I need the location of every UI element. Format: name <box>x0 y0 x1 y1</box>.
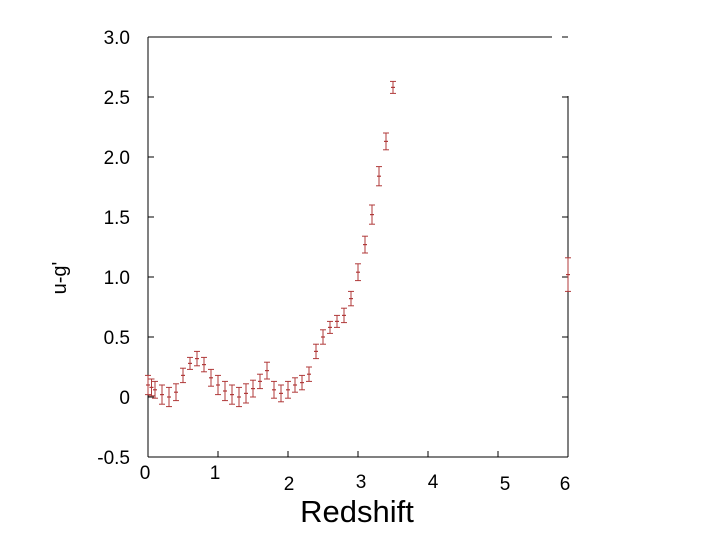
data-point <box>306 366 312 382</box>
data-point <box>327 320 333 334</box>
y-axis-label: u-g' <box>49 262 71 295</box>
y-tick-label: 1.0 <box>104 268 130 289</box>
x-tick-label: 3 <box>356 472 367 493</box>
x-tick-label: 5 <box>500 474 511 495</box>
x-axis-label: Redshift <box>300 494 414 529</box>
data-point <box>148 378 155 397</box>
y-tick-label: 2.0 <box>104 148 130 169</box>
data-point <box>243 383 249 404</box>
y-tick-label: 2.5 <box>104 88 130 109</box>
data-point <box>152 380 158 399</box>
data-point <box>264 361 270 380</box>
data-point <box>166 386 172 408</box>
data-point <box>208 368 214 387</box>
data-point <box>173 383 179 402</box>
data-point <box>201 356 207 373</box>
data-point <box>285 380 291 399</box>
y-tick-label: 3.0 <box>104 28 130 49</box>
y-tick-label: 0.5 <box>104 328 130 349</box>
data-point <box>145 374 151 396</box>
data-point <box>341 307 347 324</box>
data-point <box>320 329 326 345</box>
data-point <box>194 350 200 367</box>
data-point <box>376 166 382 187</box>
data-point <box>278 384 284 403</box>
y-tick-label: 0 <box>119 388 130 409</box>
data-points <box>145 80 571 408</box>
data-point <box>313 343 319 360</box>
x-tick-label: 6 <box>560 474 571 495</box>
data-point <box>271 380 277 399</box>
x-tick-label: 4 <box>428 472 439 493</box>
x-tick-label: 2 <box>284 474 295 495</box>
y-tick-label: 1.5 <box>104 208 130 229</box>
plot-frame <box>147 36 569 458</box>
data-point <box>236 386 242 408</box>
data-point <box>565 257 571 292</box>
x-tick-label: 1 <box>210 463 221 484</box>
data-point <box>257 373 263 390</box>
data-point <box>229 384 235 405</box>
x-tick-label: 0 <box>140 463 151 484</box>
data-point <box>292 377 298 393</box>
data-point <box>390 80 396 94</box>
data-point <box>383 132 389 151</box>
data-point <box>348 290 354 307</box>
data-point <box>222 380 228 402</box>
data-point <box>159 384 165 405</box>
data-point <box>215 374 221 396</box>
data-point <box>180 367 186 384</box>
data-point <box>362 235 368 254</box>
data-point <box>369 204 375 225</box>
data-point <box>334 314 340 328</box>
data-point <box>299 374 305 391</box>
data-point <box>250 379 256 398</box>
data-point <box>187 356 193 370</box>
y-tick-label: -0.5 <box>97 448 130 469</box>
data-point <box>355 263 361 282</box>
axis-ticks: -0.5 0 0.5 1.0 1.5 2.0 2.5 3.0 0 1 2 3 4 5 6 <box>97 28 570 495</box>
